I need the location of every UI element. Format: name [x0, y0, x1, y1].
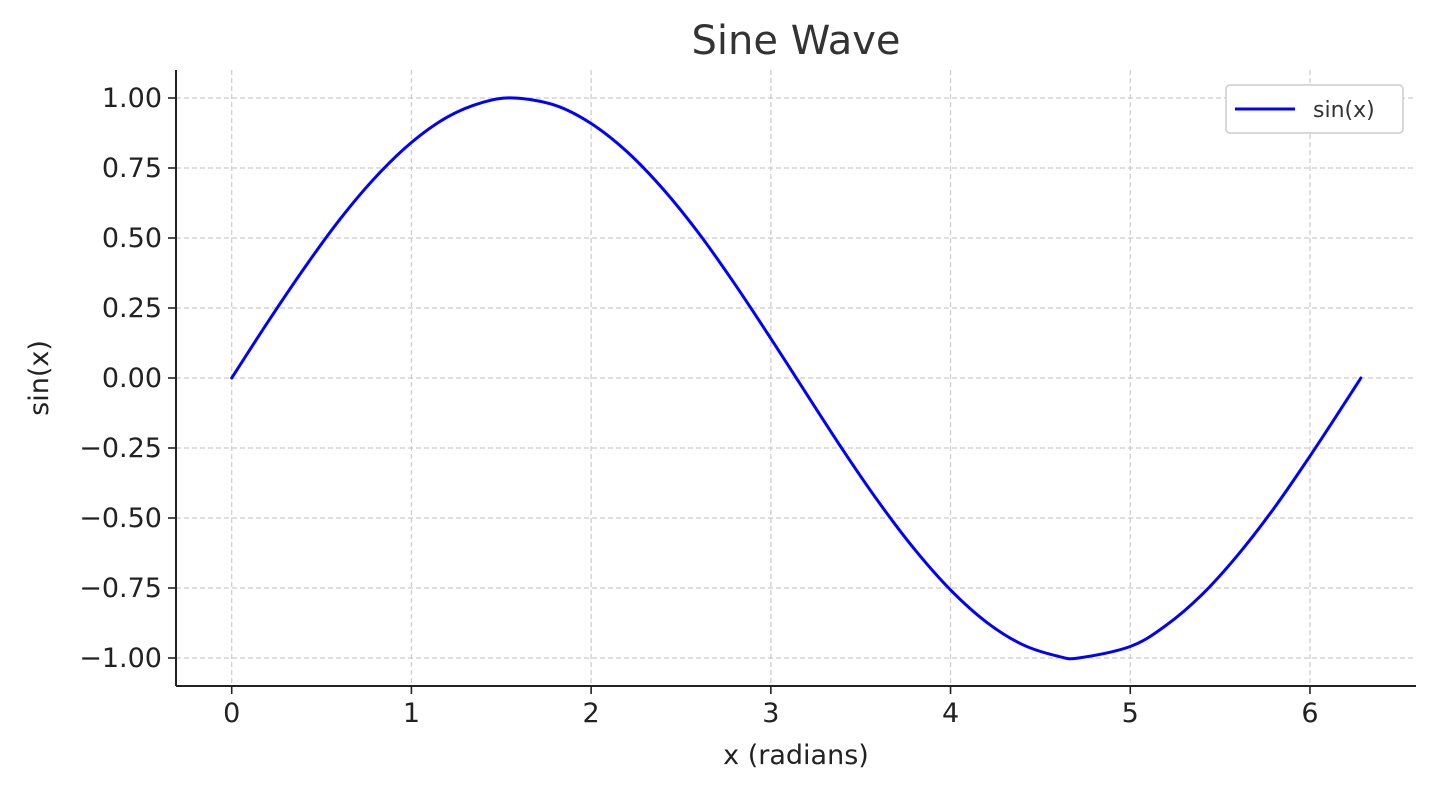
y-axis-title: sin(x) [24, 340, 55, 416]
y-tick-label: 0.25 [102, 293, 162, 324]
sine-series-line [230, 96, 1363, 661]
y-tick-label: 1.00 [102, 83, 162, 114]
y-tick-label: 0.00 [102, 363, 162, 394]
y-tick-label: −0.25 [79, 433, 162, 464]
x-tick-label: 0 [223, 698, 240, 729]
y-tick-label: −0.75 [79, 573, 162, 604]
chart-title: Sine Wave [692, 18, 901, 64]
x-tick-label: 3 [762, 698, 779, 729]
x-tick-label: 6 [1301, 698, 1318, 729]
legend-box [1225, 84, 1404, 134]
x-tick-label: 4 [942, 698, 959, 729]
x-axis-title: x (radians) [723, 740, 869, 771]
legend-label: sin(x) [1313, 98, 1375, 123]
legend: sin(x) [1225, 84, 1404, 134]
x-tick-label: 2 [583, 698, 600, 729]
y-tick-label: 0.50 [102, 223, 162, 254]
x-tick-label: 1 [403, 698, 420, 729]
y-tick-label: 0.75 [102, 153, 162, 184]
series-layer [230, 96, 1363, 661]
y-tick-label: −1.00 [79, 643, 162, 674]
ticks: 0 1 2 3 4 5 6 1.00 0.75 0.50 0.25 0.00 −0.25 −0.50 −0.… [79, 83, 1318, 729]
x-tick-label: 5 [1122, 698, 1139, 729]
y-tick-label: −0.50 [79, 503, 162, 534]
